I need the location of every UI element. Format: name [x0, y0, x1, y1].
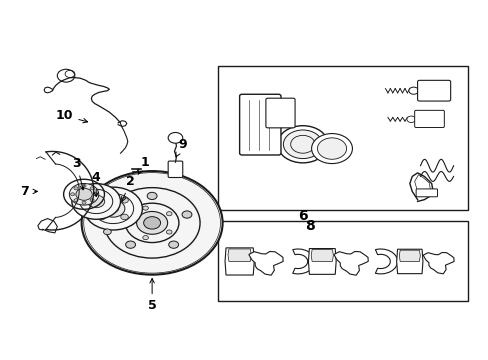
Polygon shape	[292, 249, 314, 274]
Polygon shape	[248, 252, 283, 275]
Circle shape	[182, 211, 191, 218]
Circle shape	[136, 211, 167, 234]
Circle shape	[125, 241, 135, 248]
Text: 7: 7	[20, 185, 37, 198]
Polygon shape	[308, 248, 335, 274]
Circle shape	[408, 87, 418, 94]
Circle shape	[406, 116, 415, 122]
FancyBboxPatch shape	[265, 98, 294, 128]
Circle shape	[69, 184, 99, 205]
Bar	[217, 66, 467, 210]
Polygon shape	[399, 250, 420, 261]
Polygon shape	[310, 249, 333, 261]
Text: 9: 9	[176, 138, 186, 157]
Circle shape	[70, 193, 75, 196]
Circle shape	[168, 132, 183, 143]
Polygon shape	[333, 252, 367, 275]
Bar	[217, 221, 467, 301]
Text: 1: 1	[138, 156, 149, 175]
FancyBboxPatch shape	[239, 94, 281, 155]
Circle shape	[82, 201, 86, 204]
Circle shape	[168, 241, 178, 248]
Circle shape	[72, 184, 120, 219]
FancyBboxPatch shape	[417, 80, 450, 101]
Polygon shape	[422, 252, 453, 274]
Circle shape	[112, 211, 122, 218]
Circle shape	[103, 229, 111, 235]
FancyBboxPatch shape	[415, 189, 437, 197]
FancyBboxPatch shape	[168, 161, 183, 177]
Circle shape	[283, 130, 322, 158]
Polygon shape	[227, 249, 251, 261]
Circle shape	[93, 193, 97, 196]
Circle shape	[84, 187, 142, 230]
Circle shape	[98, 214, 105, 220]
Circle shape	[311, 134, 352, 163]
Circle shape	[142, 235, 148, 240]
Circle shape	[81, 171, 222, 275]
Circle shape	[87, 195, 104, 208]
Circle shape	[74, 199, 78, 202]
Circle shape	[74, 187, 78, 190]
Text: 8: 8	[305, 220, 314, 233]
Text: 6: 6	[297, 209, 307, 223]
Circle shape	[98, 197, 105, 203]
Circle shape	[102, 200, 124, 217]
Circle shape	[147, 192, 157, 199]
Circle shape	[76, 188, 92, 200]
Circle shape	[143, 217, 160, 229]
Circle shape	[90, 187, 94, 190]
Circle shape	[142, 206, 148, 210]
Polygon shape	[375, 249, 397, 274]
Circle shape	[277, 126, 327, 163]
Polygon shape	[396, 249, 422, 274]
Text: 4: 4	[92, 171, 101, 197]
Circle shape	[121, 197, 128, 203]
Circle shape	[90, 199, 94, 202]
Polygon shape	[224, 248, 254, 275]
Circle shape	[128, 221, 134, 225]
Text: 3: 3	[72, 157, 84, 190]
Text: 10: 10	[56, 109, 87, 123]
Circle shape	[166, 212, 172, 216]
FancyBboxPatch shape	[414, 111, 444, 127]
Text: 5: 5	[147, 279, 156, 312]
Circle shape	[121, 214, 128, 220]
Circle shape	[166, 230, 172, 234]
Text: 2: 2	[122, 175, 134, 202]
Circle shape	[317, 138, 346, 159]
Circle shape	[108, 205, 118, 212]
Circle shape	[82, 184, 86, 188]
